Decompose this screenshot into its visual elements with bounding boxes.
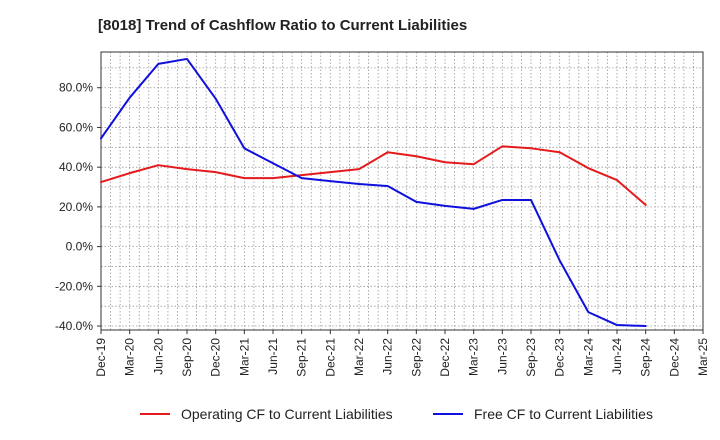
x-tick-label: Dec-24 [667,338,681,377]
x-tick-label: Jun-23 [495,338,509,375]
chart-title: [8018] Trend of Cashflow Ratio to Curren… [98,17,467,34]
series-line-operating-cf [100,145,647,206]
x-tick-label: Mar-22 [352,338,366,376]
x-tick-label: Mar-23 [467,338,481,376]
y-tick-label: 40.0% [59,160,93,174]
series-line-free-cf [100,57,647,328]
plot-area: -40.0% -20.0% 0.0% 20.0% 40.0% 60.0% 80.0% Dec-… [55,51,710,377]
x-tick-label: Dec-19 [94,338,108,377]
x-tick-label: Mar-24 [581,338,595,376]
y-tick-label: -40.0% [55,319,93,333]
x-tick-label: Mar-20 [123,338,137,376]
x-tick-label: Sep-24 [639,338,653,377]
plot-background [101,52,703,330]
x-tick-label: Sep-20 [180,338,194,377]
x-tick-label: Sep-21 [295,338,309,377]
x-tick-label: Sep-22 [409,338,423,377]
y-tick-label: 60.0% [59,120,93,134]
y-tick-label: -20.0% [55,279,93,293]
y-tick-label: 0.0% [66,240,94,254]
x-tick-label: Dec-22 [438,338,452,377]
legend: Operating CF to Current Liabilities Free … [140,406,653,422]
x-tick-label: Mar-21 [237,338,251,376]
x-tick-label: Dec-21 [323,338,337,377]
plot-frame [100,51,704,331]
x-tick-label: Sep-23 [524,338,538,377]
x-tick-label: Dec-23 [553,338,567,377]
x-tick-label: Dec-20 [209,338,223,377]
x-tick-label: Jun-20 [151,338,165,375]
legend-label-free-cf: Free CF to Current Liabilities [474,406,653,422]
y-tick-label: 80.0% [59,81,93,95]
x-tick-label: Jun-21 [266,338,280,375]
x-tick-label: Jun-24 [610,338,624,375]
x-tick-label: Mar-25 [696,338,710,376]
y-tick-label: 20.0% [59,200,93,214]
x-tick-label: Jun-22 [381,338,395,375]
legend-label-operating-cf: Operating CF to Current Liabilities [181,406,393,422]
